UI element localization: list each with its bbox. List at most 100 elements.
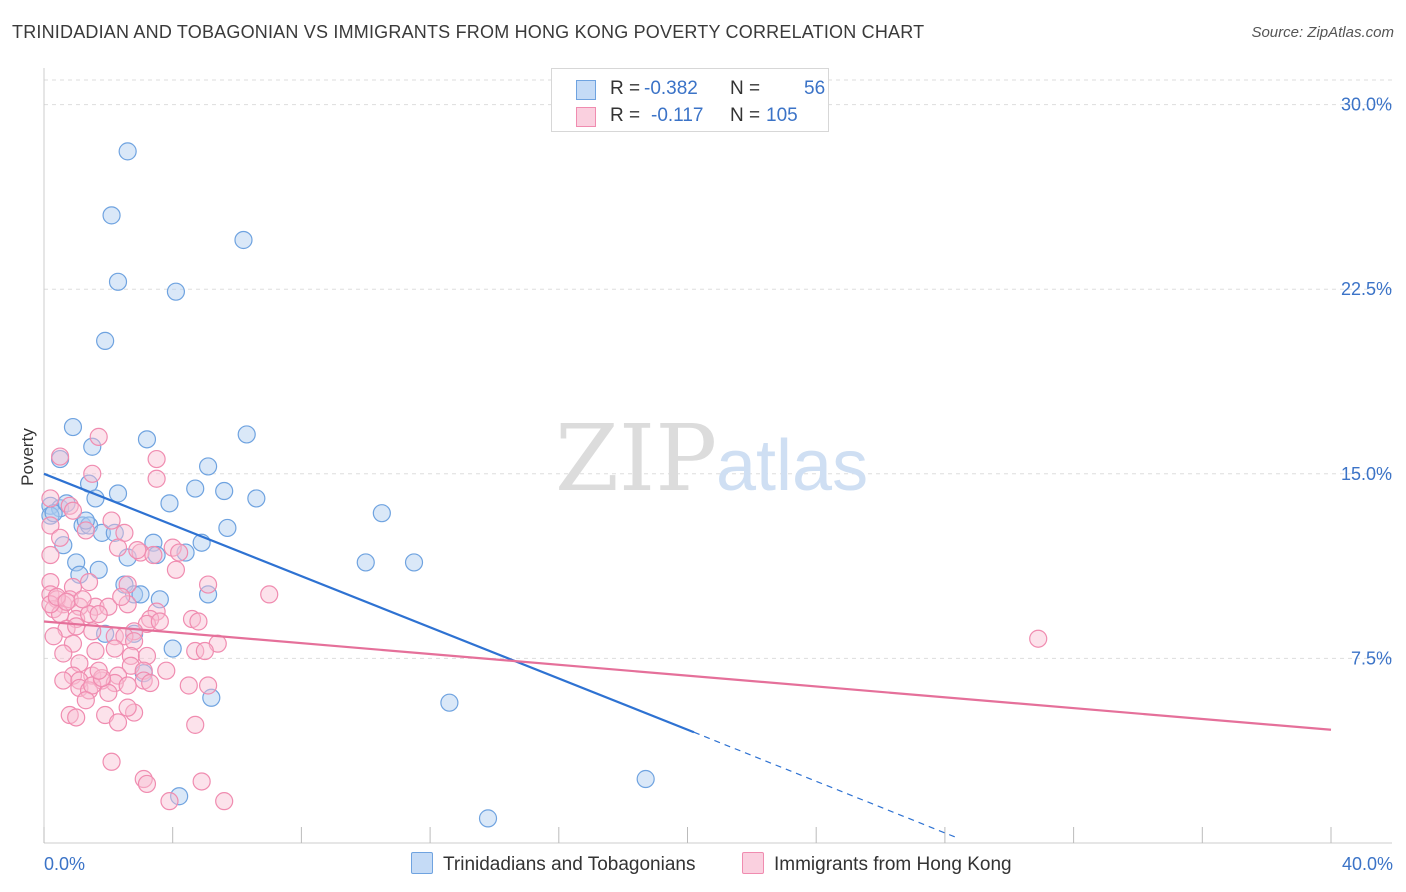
y-tick-label: 22.5% — [1341, 279, 1392, 299]
data-point — [108, 484, 128, 503]
legend-n-value: 105 — [766, 105, 798, 126]
data-point — [163, 639, 182, 658]
data-point — [118, 676, 137, 695]
data-point — [234, 230, 253, 250]
series-hongkong-points — [41, 427, 1048, 811]
trend-line — [43, 472, 695, 734]
data-point — [118, 142, 137, 161]
data-point — [108, 272, 128, 291]
data-point — [147, 602, 166, 621]
watermark-atlas: atlas — [716, 426, 868, 506]
y-tick-label: 30.0% — [1341, 95, 1392, 115]
legend-r-label: R = — [610, 105, 641, 126]
data-point — [50, 447, 70, 466]
grid-lines — [44, 79, 1392, 659]
legend-r-label: R = — [610, 78, 641, 99]
source-credit: Source: ZipAtlas.com — [1251, 24, 1394, 41]
trend-lines — [43, 472, 1332, 839]
data-point — [63, 501, 83, 520]
bottom-legend-trinidadians[interactable]: Trinidadians and Tobagonians — [411, 852, 695, 876]
data-point — [215, 481, 234, 501]
legend-swatch-blue — [576, 80, 596, 100]
y-axis-label: Poverty — [18, 428, 37, 486]
legend-n-label: N = — [730, 105, 761, 126]
data-point — [198, 585, 218, 604]
data-point — [179, 676, 198, 695]
x-tick-label: 40.0% — [1342, 854, 1393, 874]
y-tick-label: 15.0% — [1341, 464, 1392, 484]
data-point — [124, 632, 144, 651]
data-point — [89, 560, 108, 579]
data-point — [76, 521, 95, 540]
data-point — [57, 592, 76, 611]
data-point — [108, 713, 128, 732]
data-point — [83, 464, 102, 483]
data-point — [118, 698, 137, 717]
data-point — [73, 516, 92, 535]
data-point — [50, 528, 70, 547]
legend-r-value: -0.117 — [651, 105, 704, 126]
data-point — [79, 681, 99, 700]
data-point — [96, 331, 115, 350]
data-point — [247, 489, 266, 508]
data-point — [54, 644, 73, 663]
data-point — [89, 661, 108, 680]
data-point — [105, 639, 124, 658]
data-point — [60, 496, 79, 515]
legend-r-value: -0.382 — [644, 78, 698, 99]
data-point — [102, 511, 121, 530]
data-point — [76, 691, 95, 710]
data-point — [131, 585, 150, 604]
trend-line-extension — [693, 731, 958, 839]
data-point — [63, 634, 83, 653]
legend-swatch-pink — [576, 107, 596, 127]
bottom-legend-swatch-blue — [411, 852, 433, 874]
data-point — [121, 646, 140, 666]
data-point — [89, 604, 108, 624]
data-point — [186, 715, 205, 734]
data-point — [63, 417, 83, 437]
watermark-zip: ZIP — [555, 405, 717, 512]
data-point — [404, 553, 424, 572]
data-point — [141, 673, 160, 693]
data-point — [1029, 629, 1048, 648]
correlation-legend: R = -0.382 N = 56 R = -0.117 N = 105 — [551, 68, 829, 132]
data-point — [372, 504, 391, 523]
data-point — [144, 545, 163, 565]
bottom-legend-label: Immigrants from Hong Kong — [774, 854, 1012, 875]
data-point — [147, 469, 166, 488]
data-point — [186, 479, 205, 498]
data-point — [89, 427, 108, 446]
data-point — [186, 641, 205, 661]
data-point — [86, 641, 105, 661]
data-point — [160, 792, 179, 811]
data-point — [47, 587, 66, 606]
data-point — [170, 787, 189, 806]
bottom-legend-hongkong[interactable]: Immigrants from Hong Kong — [742, 852, 1012, 876]
data-point — [79, 573, 99, 592]
data-point — [192, 772, 211, 791]
data-point — [76, 511, 95, 530]
data-point — [67, 617, 86, 636]
data-point — [118, 595, 137, 614]
data-point — [41, 545, 60, 565]
data-point — [160, 494, 179, 513]
data-point — [636, 769, 655, 789]
data-point — [150, 612, 169, 631]
data-point — [215, 792, 234, 811]
data-point — [112, 587, 131, 606]
data-point — [102, 752, 121, 771]
data-point — [102, 206, 121, 225]
data-point — [170, 543, 189, 562]
data-point — [137, 430, 157, 449]
data-point — [237, 425, 256, 444]
legend-n-value: 56 — [804, 78, 826, 99]
data-point — [356, 553, 375, 572]
data-point — [198, 457, 218, 476]
data-point — [189, 612, 208, 631]
data-point — [83, 437, 102, 456]
data-point — [83, 622, 102, 641]
data-point — [166, 282, 186, 301]
data-point — [440, 693, 459, 712]
bottom-legend-swatch-pink — [742, 852, 764, 874]
